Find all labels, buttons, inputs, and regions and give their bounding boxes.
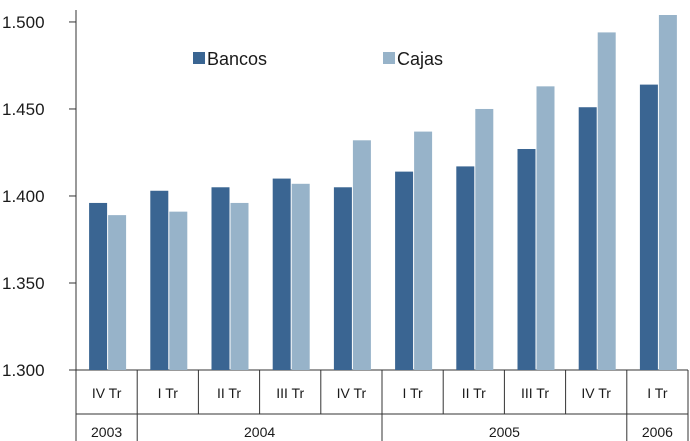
- category-label: I Tr: [402, 385, 423, 401]
- legend-label-bancos: Bancos: [207, 49, 267, 69]
- category-label: I Tr: [647, 385, 668, 401]
- bar-cajas: [658, 15, 677, 370]
- bar-cajas: [597, 32, 616, 370]
- year-label: 2005: [489, 424, 520, 440]
- category-label: II Tr: [462, 385, 486, 401]
- y-tick-label: 1.350: [2, 274, 45, 293]
- x-axis-categories: IV Tr I Tr II Tr III Tr IV Tr I Tr II Tr III Tr…: [92, 385, 668, 401]
- legend-label-cajas: Cajas: [397, 49, 443, 69]
- year-label: 2003: [91, 424, 122, 440]
- y-tick-label: 1.450: [2, 100, 45, 119]
- legend-swatch-cajas: [383, 52, 395, 64]
- category-label: I Tr: [158, 385, 179, 401]
- bar-bancos: [211, 187, 230, 370]
- category-label: II Tr: [217, 385, 241, 401]
- x-axis-years: 2003 2004 2005 2006: [91, 424, 673, 440]
- bar-cajas: [108, 215, 127, 370]
- y-tick-label: 1.500: [2, 13, 45, 32]
- bar-bancos: [578, 107, 597, 370]
- bar-cajas: [352, 140, 371, 370]
- y-axis-ticks: 1.300 1.350 1.400 1.450 1.500: [2, 13, 76, 380]
- bar-cajas: [230, 202, 249, 370]
- bar-cajas: [536, 86, 555, 371]
- category-label: IV Tr: [581, 385, 611, 401]
- category-label: IV Tr: [92, 385, 122, 401]
- bar-bancos: [333, 187, 352, 370]
- y-tick-label: 1.300: [2, 361, 45, 380]
- bar-bancos: [639, 84, 658, 370]
- bar-cajas: [169, 211, 188, 370]
- legend-swatch-bancos: [193, 52, 205, 64]
- category-label: III Tr: [276, 385, 304, 401]
- y-tick-label: 1.400: [2, 187, 45, 206]
- legend: Bancos Cajas: [193, 49, 443, 69]
- bar-bancos: [89, 202, 108, 370]
- bar-bancos: [150, 190, 169, 370]
- bar-bancos: [395, 171, 414, 370]
- bars: [89, 15, 677, 371]
- bar-cajas: [475, 108, 494, 371]
- year-label: 2004: [244, 424, 275, 440]
- bar-cajas: [291, 183, 310, 370]
- category-label: IV Tr: [337, 385, 367, 401]
- bar-bancos: [517, 148, 536, 370]
- bar-cajas: [414, 131, 433, 370]
- bar-bancos: [272, 178, 291, 370]
- year-label: 2006: [642, 424, 673, 440]
- bar-bancos: [456, 166, 475, 370]
- category-label: III Tr: [521, 385, 549, 401]
